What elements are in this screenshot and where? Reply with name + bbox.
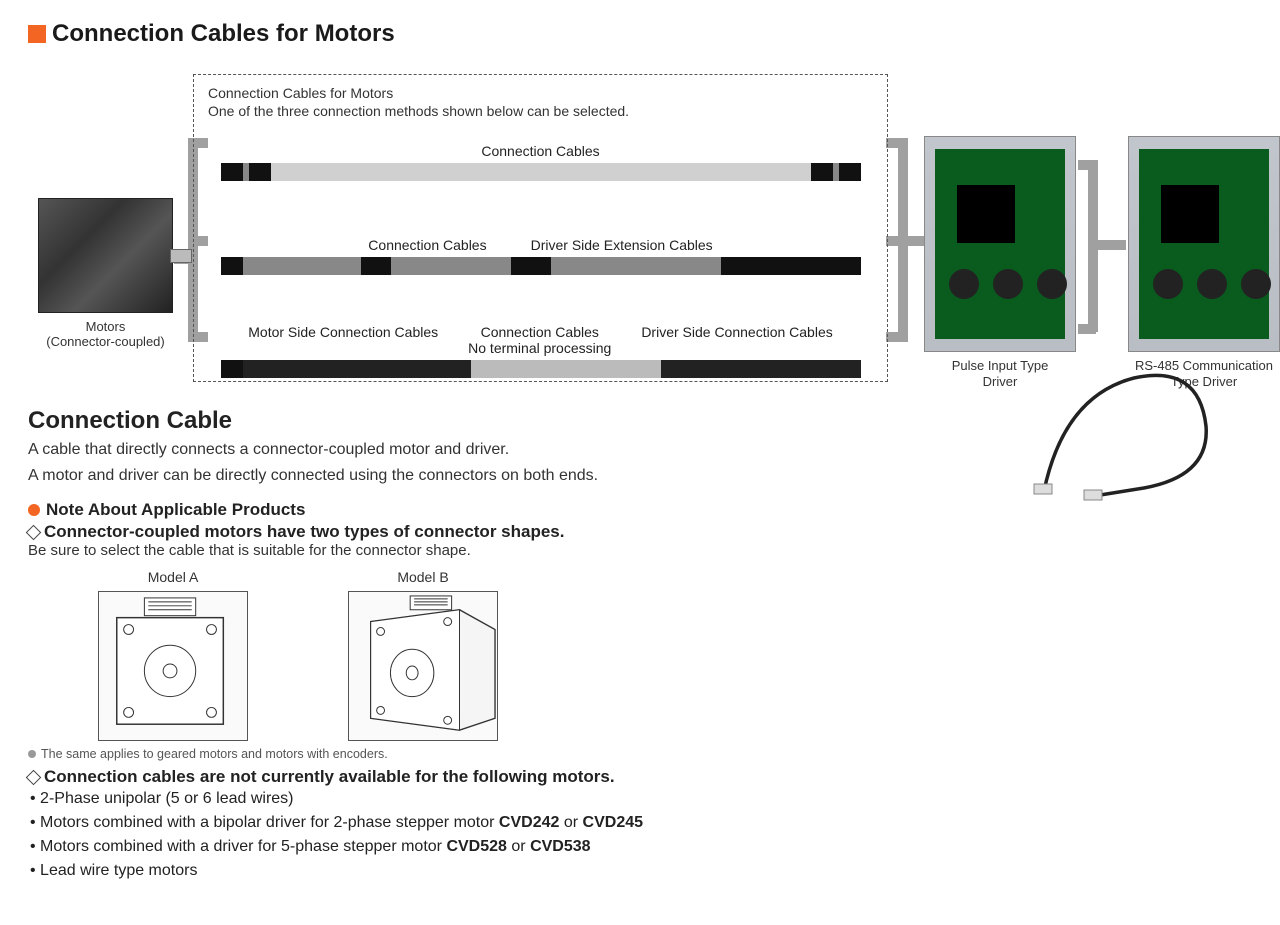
- sub-note-2: Connection cables are not currently avai…: [28, 767, 1252, 787]
- motor-illustration: [38, 198, 173, 313]
- motor-caption-2: (Connector-coupled): [28, 334, 183, 349]
- note-title-text: Note About Applicable Products: [46, 500, 305, 520]
- dashed-box-subtitle: One of the three connection methods show…: [208, 103, 873, 119]
- model-b-label: Model B: [348, 569, 498, 585]
- dashed-box-title: Connection Cables for Motors: [208, 85, 873, 101]
- cable-row-2: Connection Cables Driver Side Extension …: [208, 221, 873, 291]
- cable-line-2: [221, 257, 861, 275]
- bus-line: [1078, 324, 1096, 334]
- driver-1-illustration: [924, 136, 1076, 352]
- row1-label: Connection Cables: [481, 143, 599, 159]
- driver-1-block: Pulse Input Type Driver: [920, 136, 1080, 391]
- orange-square-icon: [28, 25, 46, 43]
- row3-label-left: Motor Side Connection Cables: [248, 324, 438, 356]
- orange-dot-icon: [28, 504, 40, 516]
- sub-note-1: Connector-coupled motors have two types …: [28, 522, 1252, 542]
- row3-label-mid-top: Connection Cables: [481, 324, 599, 340]
- row3-label-right: Driver Side Connection Cables: [641, 324, 832, 356]
- driver-2-illustration: [1128, 136, 1280, 352]
- model-b-drawing: [348, 591, 498, 741]
- row2-label-left: Connection Cables: [368, 237, 486, 253]
- diamond-icon: [26, 524, 42, 540]
- sub-note-1-text: Connector-coupled motors have two types …: [44, 522, 564, 542]
- model-a-label: Model A: [98, 569, 248, 585]
- model-a-drawing: [98, 591, 248, 741]
- list-item: Lead wire type motors: [30, 859, 1252, 883]
- list-item: Motors combined with a driver for 5-phas…: [30, 835, 1252, 859]
- row3-label-mid-bot: No terminal processing: [468, 340, 611, 356]
- models-row: Model A Model B: [98, 569, 1252, 741]
- sub-note-1-detail: Be sure to select the cable that is suit…: [28, 542, 1252, 559]
- motor-caption-1: Motors: [28, 319, 183, 334]
- grey-dot-icon: [28, 750, 36, 758]
- dashed-method-box: Connection Cables for Motors One of the …: [193, 74, 888, 382]
- main-title-text: Connection Cables for Motors: [52, 20, 395, 48]
- model-b-col: Model B: [348, 569, 498, 741]
- motor-block: Motors (Connector-coupled): [28, 198, 183, 349]
- exclusion-bullet-list: 2-Phase unipolar (5 or 6 lead wires) Mot…: [30, 787, 1252, 883]
- fine-print: The same applies to geared motors and mo…: [28, 747, 1252, 761]
- cable-line-3: [221, 360, 861, 378]
- main-title: Connection Cables for Motors: [28, 20, 1252, 48]
- cable-photo: [1024, 356, 1224, 506]
- driver-2-block: RS-485 Communication Type Driver: [1124, 136, 1280, 391]
- fine-print-text: The same applies to geared motors and mo…: [41, 747, 388, 761]
- list-item: Motors combined with a bipolar driver fo…: [30, 811, 1252, 835]
- connection-diagram: Motors (Connector-coupled) Connection Ca…: [28, 56, 1252, 401]
- cable-row-1: Connection Cables: [208, 127, 873, 197]
- cable-row-3: Motor Side Connection Cables Connection …: [208, 309, 873, 393]
- diamond-icon: [26, 769, 42, 785]
- list-item: 2-Phase unipolar (5 or 6 lead wires): [30, 787, 1252, 811]
- bus-line: [1090, 240, 1126, 250]
- model-a-col: Model A: [98, 569, 248, 741]
- driver1-cap2: Driver: [983, 374, 1018, 389]
- sub-note-2-text: Connection cables are not currently avai…: [44, 767, 615, 787]
- row2-label-right: Driver Side Extension Cables: [531, 237, 713, 253]
- cable-line-1: [221, 163, 861, 181]
